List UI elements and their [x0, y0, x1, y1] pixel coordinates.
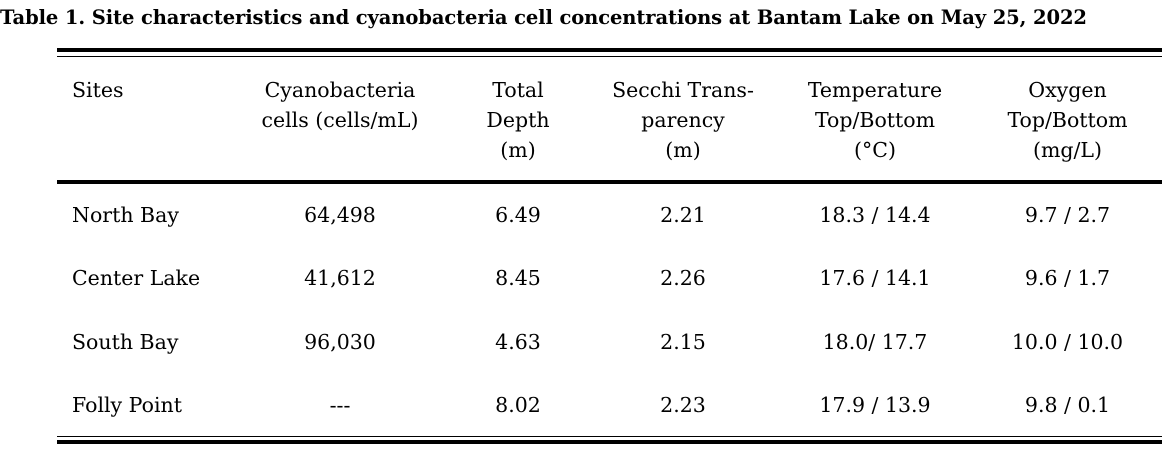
header-cells-line-1: Cyanobacteria — [264, 78, 416, 102]
table-row-oxygen: 9.6 / 1.7 — [1024, 266, 1111, 290]
table-row-cells: 96,030 — [304, 330, 376, 354]
table-row-site: North Bay — [72, 203, 179, 227]
header-sites: Sites — [72, 75, 124, 105]
table-row-temperature: 17.6 / 14.1 — [819, 266, 931, 290]
table-row-depth: 6.49 — [495, 203, 541, 227]
table-row-temperature: 17.9 / 13.9 — [819, 393, 931, 417]
table-bottom-rule — [57, 440, 1162, 444]
header-temp-line-1: Temperature — [807, 78, 943, 102]
header-total-depth: Total Depth (m) — [468, 75, 568, 165]
table-row-site: Folly Point — [72, 393, 182, 417]
header-cells-line-2: cells (cells/mL) — [261, 108, 419, 132]
header-divider-rule — [57, 180, 1162, 184]
header-oxygen-line-2: Top/Bottom — [1007, 108, 1128, 132]
table-top-rule-thin — [57, 56, 1162, 57]
table-row-temperature: 18.3 / 14.4 — [819, 203, 931, 227]
table-row-oxygen: 9.7 / 2.7 — [1024, 203, 1111, 227]
header-secchi-line-1: Secchi Trans- — [612, 78, 754, 102]
header-depth-line-2: Depth — [486, 108, 550, 132]
table-row-secchi: 2.21 — [660, 203, 706, 227]
table-row-cells: 41,612 — [304, 266, 376, 290]
table-row-site: Center Lake — [72, 266, 201, 290]
table-top-rule — [57, 48, 1162, 52]
header-cyanobacteria-cells: Cyanobacteria cells (cells/mL) — [250, 75, 430, 135]
table-row-cells: --- — [329, 393, 351, 417]
header-secchi-line-3: (m) — [665, 138, 701, 162]
header-temp-line-2: Top/Bottom — [814, 108, 936, 132]
header-temperature: Temperature Top/Bottom (°C) — [785, 75, 965, 165]
table-row-depth: 8.45 — [495, 266, 541, 290]
table-row-depth: 4.63 — [495, 330, 541, 354]
table-row-cells: 64,498 — [304, 203, 376, 227]
header-oxygen-line-1: Oxygen — [1028, 78, 1107, 102]
table-row-secchi: 2.26 — [660, 266, 706, 290]
table-row-depth: 8.02 — [495, 393, 541, 417]
header-depth-line-1: Total — [492, 78, 544, 102]
table-row-secchi: 2.23 — [660, 393, 706, 417]
table-row-oxygen: 9.8 / 0.1 — [1024, 393, 1111, 417]
table-row-temperature: 18.0/ 17.7 — [822, 330, 928, 354]
header-oxygen-line-3: (mg/L) — [1032, 138, 1103, 162]
header-oxygen: Oxygen Top/Bottom (mg/L) — [985, 75, 1150, 165]
table-row-secchi: 2.15 — [660, 330, 706, 354]
header-depth-line-3: (m) — [500, 138, 536, 162]
header-secchi-line-2: parency — [641, 108, 725, 132]
header-secchi-transparency: Secchi Trans- parency (m) — [598, 75, 768, 165]
header-temp-line-3: (°C) — [854, 138, 896, 162]
table-bottom-rule-thin — [57, 436, 1162, 437]
header-sites-line: Sites — [72, 78, 124, 102]
table-row-oxygen: 10.0 / 10.0 — [1011, 330, 1124, 354]
table-row-site: South Bay — [72, 330, 179, 354]
table-caption: Table 1. Site characteristics and cyanob… — [0, 6, 1087, 29]
